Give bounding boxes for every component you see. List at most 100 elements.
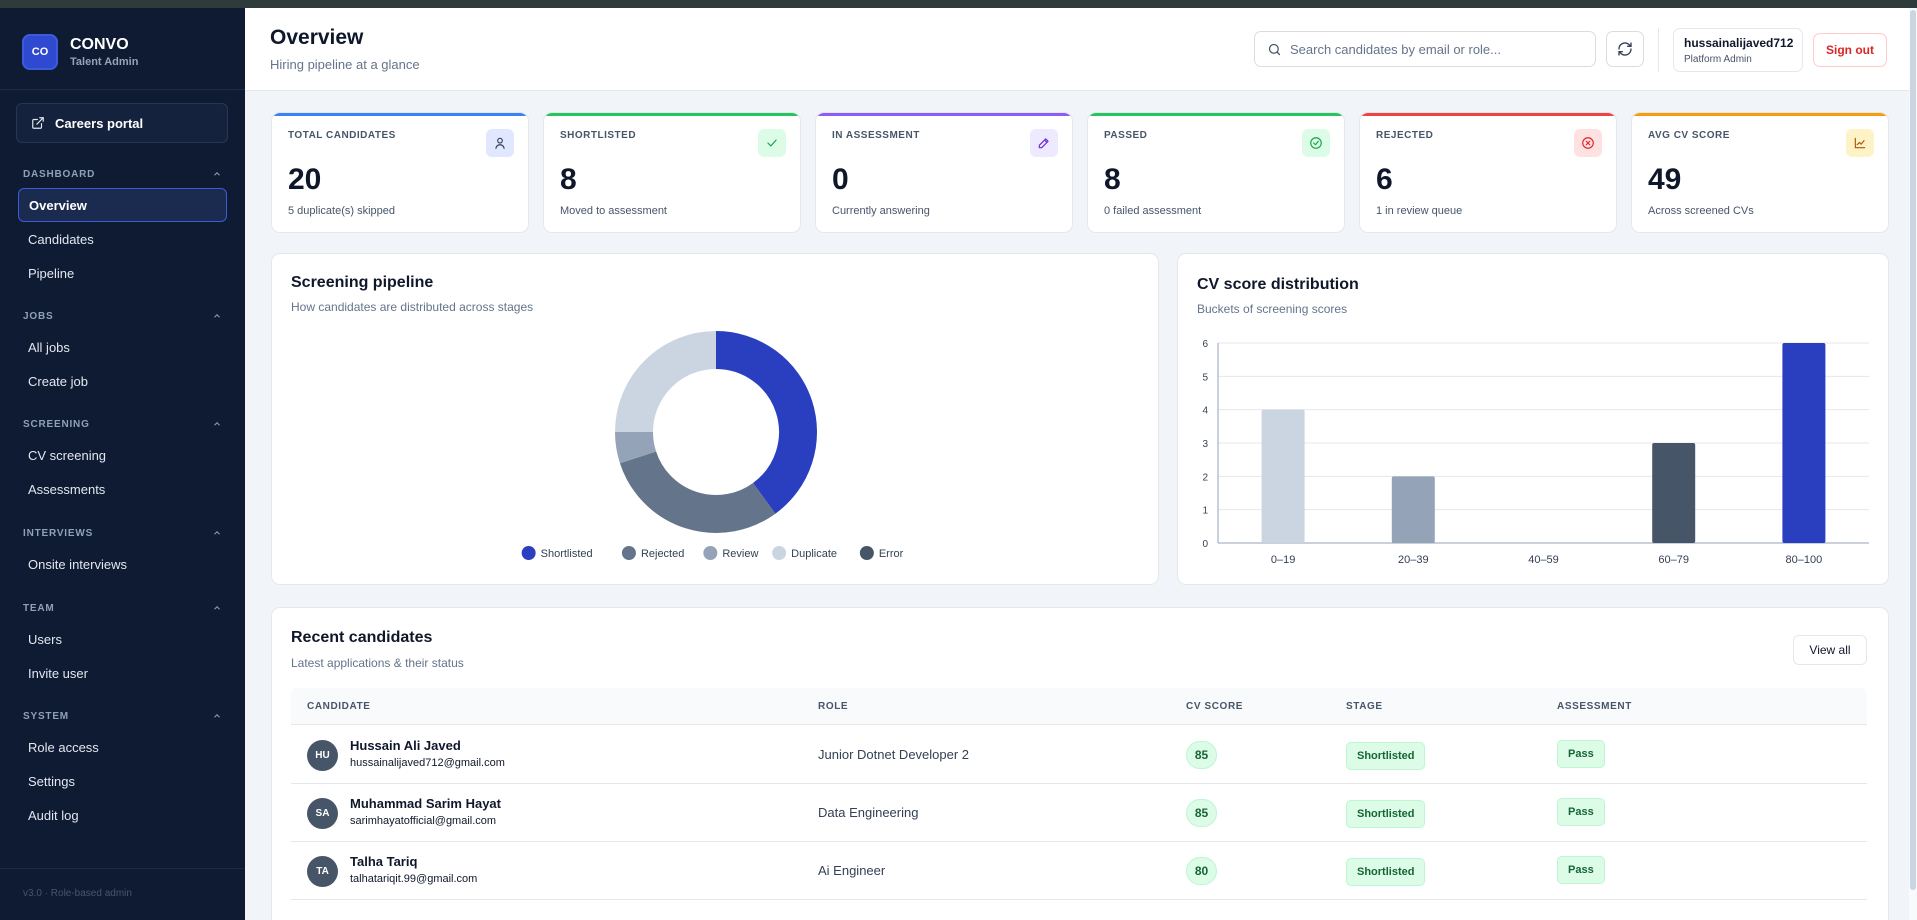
bar-4[interactable] bbox=[1782, 343, 1826, 543]
y-tick-label: 1 bbox=[1202, 506, 1208, 517]
legend-swatch bbox=[521, 546, 536, 560]
donut-slice-review[interactable] bbox=[615, 431, 657, 464]
stat-label: AVG CV SCORE bbox=[1648, 130, 1730, 141]
sidebar-item-create-job[interactable]: Create job bbox=[28, 373, 88, 389]
view-all-button[interactable]: View all bbox=[1793, 635, 1867, 665]
y-tick-label: 2 bbox=[1202, 472, 1208, 483]
bar-3[interactable] bbox=[1652, 443, 1696, 543]
sidebar-item-candidates[interactable]: Candidates bbox=[28, 231, 94, 247]
legend-swatch bbox=[621, 546, 636, 560]
candidate-role: Ai Engineer bbox=[818, 863, 886, 878]
page-subtitle: Hiring pipeline at a glance bbox=[270, 57, 420, 72]
stat-subtext: 0 failed assessment bbox=[1104, 205, 1202, 217]
search-box[interactable] bbox=[1254, 31, 1596, 67]
user-role: Platform Admin bbox=[1684, 54, 1752, 65]
bar-1[interactable] bbox=[1391, 476, 1435, 543]
legend-item-error[interactable]: Error bbox=[859, 546, 904, 560]
sidebar-section-jobs: JOBS All jobs Create job bbox=[0, 307, 245, 398]
table-row[interactable]: SA Muhammad Sarim Hayat sarimhayatoffici… bbox=[291, 784, 1867, 842]
x-tick-label: 40–59 bbox=[1528, 554, 1559, 566]
avatar: SA bbox=[307, 798, 338, 829]
candidate-name: Hussain Ali Javed bbox=[350, 738, 461, 753]
section-header[interactable]: DASHBOARD bbox=[0, 165, 245, 183]
stat-card: AVG CV SCORE 49 Across screened CVs bbox=[1631, 112, 1889, 233]
legend-item-duplicate[interactable]: Duplicate bbox=[772, 546, 837, 560]
panel-title: Screening pipeline bbox=[291, 274, 434, 291]
stat-value: 8 bbox=[560, 163, 577, 196]
pencil-icon bbox=[1030, 129, 1058, 157]
section-header[interactable]: SYSTEM bbox=[0, 707, 245, 725]
x-tick-label: 80–100 bbox=[1786, 554, 1823, 566]
legend-label: Shortlisted bbox=[541, 548, 593, 560]
stat-value: 8 bbox=[1104, 163, 1121, 196]
stat-accent-bar bbox=[1088, 113, 1344, 116]
panel-title: Recent candidates bbox=[291, 629, 433, 646]
trend-chart-icon bbox=[1846, 129, 1874, 157]
recent-candidates-panel: Recent candidates Latest applications & … bbox=[271, 607, 1889, 920]
sidebar-divider bbox=[0, 89, 245, 90]
y-tick-label: 3 bbox=[1202, 439, 1208, 450]
column-header-role[interactable]: ROLE bbox=[818, 701, 849, 712]
section-header[interactable]: SCREENING bbox=[0, 415, 245, 433]
y-tick-label: 4 bbox=[1202, 406, 1208, 417]
legend-label: Rejected bbox=[641, 548, 684, 560]
sidebar-item-assessments[interactable]: Assessments bbox=[28, 481, 106, 497]
donut-slice-rejected[interactable] bbox=[619, 450, 776, 533]
bar-0[interactable] bbox=[1261, 409, 1305, 543]
donut-slice-duplicate[interactable] bbox=[615, 331, 717, 433]
sidebar-item-cv-screening[interactable]: CV screening bbox=[28, 447, 107, 463]
legend-swatch bbox=[772, 546, 787, 560]
chevron-up-icon bbox=[214, 606, 220, 610]
chevron-up-icon bbox=[214, 314, 220, 318]
legend-item-shortlisted[interactable]: Shortlisted bbox=[521, 546, 593, 560]
legend-label: Duplicate bbox=[791, 548, 837, 560]
section-header[interactable]: TEAM bbox=[0, 599, 245, 617]
cv-score-badge: 85 bbox=[1186, 799, 1217, 827]
sign-out-button[interactable]: Sign out bbox=[1813, 33, 1887, 67]
sidebar-item-invite-user[interactable]: Invite user bbox=[28, 665, 88, 681]
donut-slice-shortlisted[interactable] bbox=[715, 331, 817, 514]
refresh-button[interactable] bbox=[1606, 31, 1644, 67]
sidebar-item-onsite-interviews[interactable]: Onsite interviews bbox=[28, 556, 127, 572]
stat-card: REJECTED 6 1 in review queue bbox=[1359, 112, 1617, 233]
sidebar-section-interviews: INTERVIEWS Onsite interviews bbox=[0, 524, 245, 581]
check-icon bbox=[758, 129, 786, 157]
legend-swatch bbox=[859, 546, 874, 560]
legend-item-rejected[interactable]: Rejected bbox=[621, 546, 684, 560]
legend-item-review[interactable]: Review bbox=[703, 546, 758, 560]
brand[interactable]: CO CONVO Talent Admin bbox=[22, 34, 138, 70]
sidebar-item-settings[interactable]: Settings bbox=[28, 773, 75, 789]
section-header[interactable]: INTERVIEWS bbox=[0, 524, 245, 542]
careers-portal-button[interactable]: Careers portal bbox=[16, 103, 228, 143]
sidebar-item-all-jobs[interactable]: All jobs bbox=[28, 339, 70, 355]
sidebar-item-pipeline[interactable]: Pipeline bbox=[28, 265, 75, 281]
sidebar-item-overview[interactable]: Overview bbox=[18, 188, 227, 222]
column-header-stage[interactable]: STAGE bbox=[1346, 701, 1383, 712]
stat-label: IN ASSESSMENT bbox=[832, 130, 920, 141]
panel-subtitle: How candidates are distributed across st… bbox=[291, 300, 534, 314]
section-title: SCREENING bbox=[23, 418, 90, 430]
table-row[interactable]: TA Talha Tariq talhatariqit.99@gmail.com… bbox=[291, 842, 1867, 900]
table-row[interactable]: HU Hussain Ali Javed hussainalijaved712@… bbox=[291, 726, 1867, 784]
chevron-up-icon bbox=[214, 172, 220, 176]
sidebar-item-role-access[interactable]: Role access bbox=[28, 739, 99, 755]
sidebar-item-audit-log[interactable]: Audit log bbox=[28, 807, 79, 823]
sidebar: CO CONVO Talent Admin Careers portal DAS… bbox=[0, 8, 245, 920]
search-input[interactable] bbox=[1290, 41, 1580, 57]
section-title: JOBS bbox=[23, 310, 54, 322]
panel-title: CV score distribution bbox=[1197, 276, 1359, 293]
candidate-role: Data Engineering bbox=[818, 805, 919, 820]
stat-subtext: Currently answering bbox=[832, 205, 930, 217]
panel-subtitle: Buckets of screening scores bbox=[1197, 302, 1348, 316]
column-header-candidate[interactable]: CANDIDATE bbox=[307, 701, 371, 712]
user-menu[interactable]: hussainalijaved712 Platform Admin bbox=[1673, 28, 1803, 72]
column-header-cv-score[interactable]: CV SCORE bbox=[1186, 701, 1244, 712]
section-header[interactable]: JOBS bbox=[0, 307, 245, 325]
avatar: HU bbox=[307, 740, 338, 771]
scrollbar-thumb[interactable] bbox=[1910, 10, 1916, 890]
table-header: CANDIDATE ROLE CV SCORE STAGE ASSESSMENT bbox=[291, 688, 1867, 725]
refresh-icon bbox=[1618, 42, 1632, 56]
candidate-name: Muhammad Sarim Hayat bbox=[350, 796, 501, 811]
column-header-assessment[interactable]: ASSESSMENT bbox=[1557, 701, 1632, 712]
sidebar-item-users[interactable]: Users bbox=[28, 631, 62, 647]
